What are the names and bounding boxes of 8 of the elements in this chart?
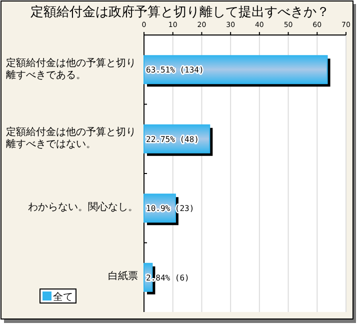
chart-title: 定額給付金は政府予算と切り離して提出すべきか？ <box>30 4 330 20</box>
legend-label: 全て <box>53 291 73 303</box>
text: 22.75% (48) <box>146 134 199 144</box>
y-tick-label: 定額給付金は他の予算と切り離すべきである。 <box>6 58 137 82</box>
y-tick-label: 定額給付金は他の予算と切り離すべきではない。 <box>6 126 137 151</box>
y-tick-label: わからない。関心なし。 <box>27 202 138 214</box>
text: 63.51% (134) <box>146 66 204 75</box>
y-tick-label: 白紙票 <box>107 271 138 284</box>
